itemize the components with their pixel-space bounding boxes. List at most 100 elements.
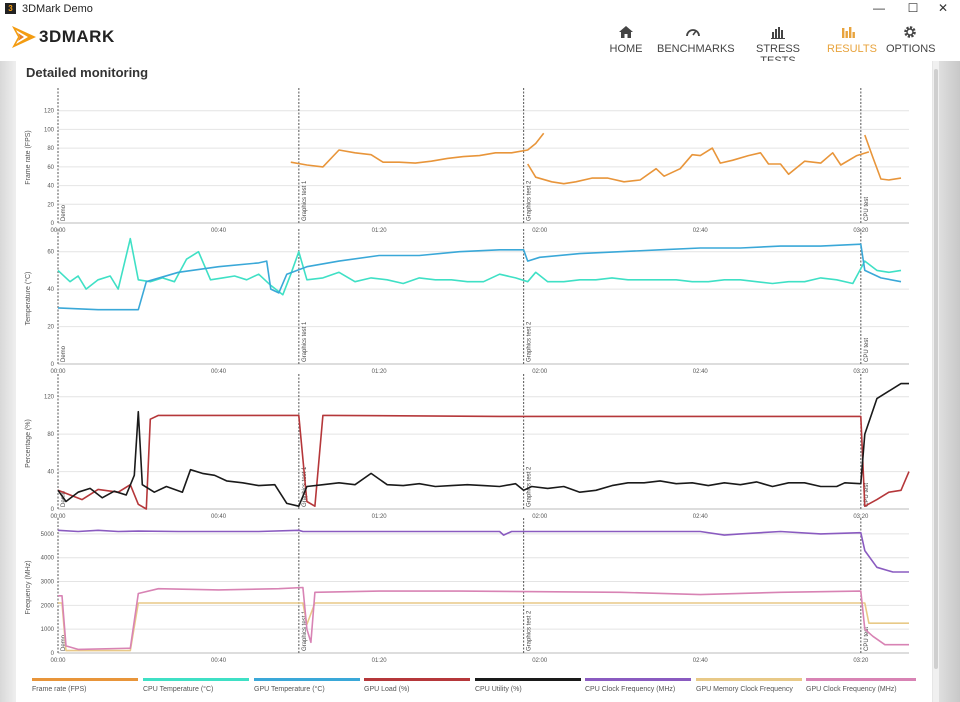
series-line [57,237,902,296]
x-tick-label: 00:00 [50,514,66,520]
y-axis-label: Frame rate (FPS) [25,130,32,184]
legend-swatch [254,678,360,681]
y-tick-label: 3000 [41,580,55,586]
y-tick-label: 80 [47,432,54,438]
close-button[interactable]: ✕ [937,1,949,15]
scrollbar-thumb[interactable] [934,69,938,669]
y-tick-label: 100 [44,127,55,133]
x-tick-label: 01:20 [372,369,388,375]
event-label: Demo [61,204,67,221]
legend-frame-rate[interactable]: Frame rate (FPS) [32,678,138,698]
x-tick-label: 00:40 [211,514,227,520]
series-line [57,529,909,573]
legend-gpu-clock[interactable]: GPU Clock Frequency (MHz) [806,678,916,698]
event-label: CPU test [864,197,870,221]
y-tick-label: 120 [44,395,55,401]
x-tick-label: 02:00 [532,658,548,664]
nav-home[interactable]: HOME [609,23,643,55]
x-tick-label: 00:40 [211,658,227,664]
section-title: Detailed monitoring [26,65,149,80]
x-tick-label: 02:00 [532,514,548,520]
x-tick-label: 02:00 [532,228,548,234]
legend-gpu-load[interactable]: GPU Load (%) [364,678,470,698]
legend-label: CPU Clock Frequency (MHz) [585,686,676,693]
legend-swatch [696,678,802,681]
event-label: Graphics test 2 [527,610,533,651]
x-tick-label: 00:00 [50,658,66,664]
x-tick-label: 02:40 [693,228,709,234]
x-tick-label: 02:40 [693,514,709,520]
event-label: Graphics test 1 [302,610,308,651]
legend-swatch [32,678,138,681]
x-tick-label: 01:20 [372,658,388,664]
legend-cpu-clock[interactable]: CPU Clock Frequency (MHz) [585,678,691,698]
series-line [290,132,545,168]
app-header: 3DMARK HOME BENCHMARKS STRESS TESTS RESU… [0,17,960,67]
legend-swatch [364,678,470,681]
legend-cpu-utility[interactable]: CPU Utility (%) [475,678,581,698]
nav-home-label: HOME [609,43,643,55]
y-tick-label: 0 [51,221,55,227]
legend-gpu-temperature[interactable]: GPU Temperature (°C) [254,678,360,698]
y-tick-label: 4000 [41,556,55,562]
logo-icon [12,26,36,48]
maximize-button[interactable]: ☐ [907,1,919,15]
event-label: Graphics test 1 [302,180,308,221]
event-label: Demo [61,345,67,362]
app-icon: 3 [5,3,16,14]
results-icon [842,27,855,38]
legend-swatch [143,678,249,681]
legend-swatch [806,678,916,681]
app-logo[interactable]: 3DMARK [12,26,115,48]
event-label: Graphics test 1 [302,321,308,362]
x-tick-label: 00:40 [211,228,227,234]
series-line [57,414,910,510]
series-line [57,243,902,311]
bars-icon [771,27,785,39]
series-line [527,147,870,185]
legend-label: GPU Load (%) [364,686,410,693]
series-line [58,586,909,651]
y-tick-label: 40 [47,184,54,190]
x-tick-label: 02:40 [693,658,709,664]
series-line [864,134,902,181]
x-tick-label: 00:00 [50,369,66,375]
x-tick-label: 01:20 [372,228,388,234]
x-tick-label: 00:40 [211,369,227,375]
event-label: CPU test [864,483,870,507]
y-tick-label: 0 [51,507,55,513]
y-tick-label: 60 [47,250,54,256]
nav-results[interactable]: RESULTS [827,23,877,55]
x-tick-label: 03:20 [853,658,869,664]
nav-benchmarks[interactable]: BENCHMARKS [657,23,735,55]
y-tick-label: 1000 [41,627,55,633]
window-title: 3DMark Demo [22,2,93,15]
y-tick-label: 40 [47,470,54,476]
legend-label: GPU Clock Frequency (MHz) [806,686,897,693]
legend-cpu-temperature[interactable]: CPU Temperature (°C) [143,678,249,698]
nav-benchmarks-label: BENCHMARKS [657,43,735,55]
y-tick-label: 5000 [41,532,55,538]
y-axis-label: Frequency (MHz) [25,560,32,614]
y-tick-label: 20 [47,325,54,331]
legend-label: Frame rate (FPS) [32,686,87,693]
event-label: Graphics test 2 [527,466,533,507]
legend-gpu-memory-clock[interactable]: GPU Memory Clock Frequency [696,678,802,698]
nav-options-label: OPTIONS [886,43,936,55]
nav-options[interactable]: OPTIONS [886,23,936,55]
y-axis-label: Percentage (%) [25,419,32,468]
monitoring-charts: 0 20 40 60 80 100 120 00:00 00:40 01:20 02:00 02:40… [24,88,910,664]
x-tick-label: 02:00 [532,369,548,375]
legend-swatch [585,678,691,681]
event-label: CPU test [864,338,870,362]
logo-text: 3DMARK [39,27,115,46]
minimize-button[interactable]: — [873,1,885,15]
title-bar: 3 3DMark Demo — ☐ ✕ [0,0,960,17]
legend-label: GPU Memory Clock Frequency [696,686,793,693]
y-tick-label: 60 [47,165,54,171]
legend-label: CPU Utility (%) [475,686,522,693]
y-axis-label: Temperature (°C) [24,272,32,326]
background-panel-left [0,61,16,702]
gauge-icon [686,29,700,37]
y-tick-label: 40 [47,287,54,293]
